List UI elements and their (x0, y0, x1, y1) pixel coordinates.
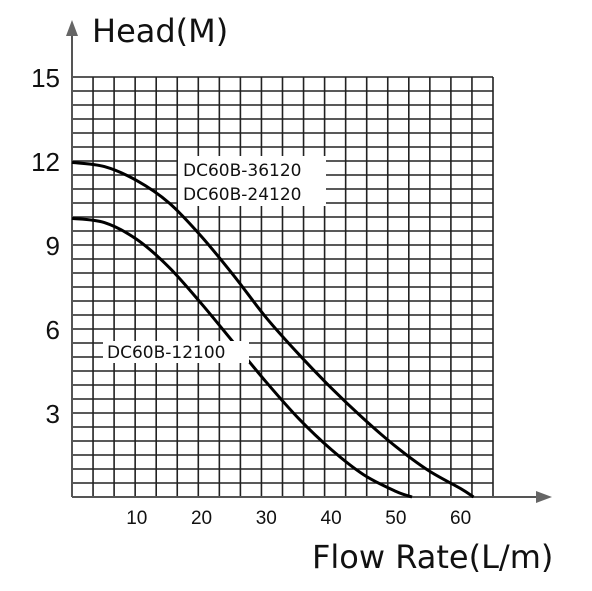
curves (71, 160, 475, 499)
x-tick-label: 50 (385, 508, 406, 529)
series-label-dc60b-12100-background (103, 341, 249, 363)
y-tick-label: 15 (31, 63, 60, 93)
series-label-dc60b-12100: DC60B-12100 (107, 343, 225, 363)
label-box-upper (178, 156, 326, 206)
curve-dc60b-36120-24120 (71, 160, 475, 499)
y-tick-label: 3 (46, 399, 60, 429)
x-tick-label: 20 (191, 508, 212, 529)
series-label-dc60b-36120: DC60B-36120 (183, 161, 301, 181)
x-tick-label: 60 (450, 508, 471, 529)
y-axis-arrow-icon (66, 20, 78, 36)
y-tick-label: 12 (31, 147, 60, 177)
curve-dc60b-12100 (71, 216, 413, 499)
x-tick-label: 30 (256, 508, 277, 529)
y-tick-label: 6 (46, 315, 60, 345)
x-tick-label: 10 (126, 508, 147, 529)
x-axis-arrow-icon (536, 491, 552, 503)
y-axis-label: Head(M) (92, 12, 228, 50)
x-axis-label: Flow Rate(L/m) (312, 538, 553, 576)
series-label-dc60b-24120: DC60B-24120 (183, 185, 301, 205)
axes (66, 20, 552, 503)
tick-labels: 3 6 9 12 15 10 20 30 40 50 60 (31, 63, 471, 529)
x-tick-label: 40 (321, 508, 342, 529)
series-labels: DC60B-36120 DC60B-24120 DC60B-12100 (103, 156, 326, 363)
y-tick-label: 9 (46, 231, 60, 261)
grid (71, 76, 494, 498)
